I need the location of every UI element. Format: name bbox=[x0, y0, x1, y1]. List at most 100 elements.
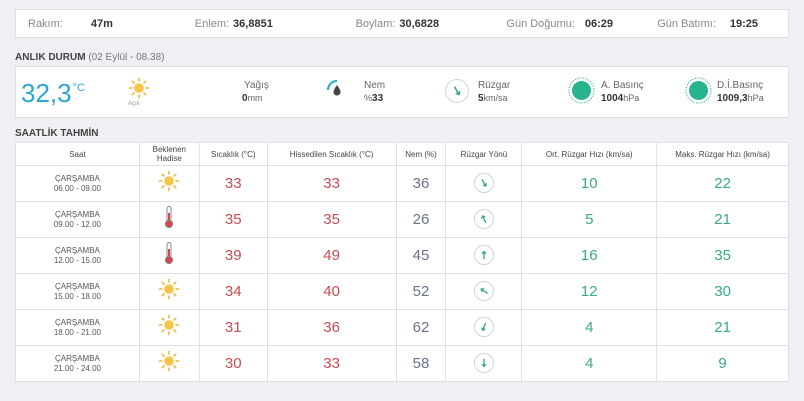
time-cell: ÇARŞAMBA 06.00 - 09.00 bbox=[15, 165, 140, 202]
wind-arrow-icon bbox=[473, 245, 494, 265]
row-avg-wind: 10 bbox=[521, 165, 658, 202]
wind-direction-cell bbox=[445, 345, 523, 382]
wind-arrow-icon bbox=[473, 353, 494, 373]
row-max-wind: 30 bbox=[656, 273, 789, 310]
row-feels-like: 35 bbox=[266, 201, 397, 238]
temperature-unit: °C bbox=[72, 82, 85, 94]
row-feels-like: 33 bbox=[266, 345, 397, 382]
header-wind-direction: Rüzgar Yönü bbox=[445, 142, 523, 166]
sea-pressure-gauge-icon bbox=[685, 77, 712, 109]
wind-direction-icon bbox=[445, 79, 469, 103]
row-feels-like: 36 bbox=[266, 309, 397, 346]
row-feels-like: 33 bbox=[266, 165, 397, 202]
table-row: ÇARŞAMBA 09.00 - 12.00 35 35 26 5 21 bbox=[15, 201, 789, 238]
row-humidity: 36 bbox=[395, 165, 447, 202]
sun-icon bbox=[158, 278, 180, 300]
rain-unit: mm bbox=[247, 93, 263, 103]
wind: Rüzgar 5km/sa bbox=[478, 79, 510, 105]
wind-arrow-icon bbox=[473, 173, 494, 193]
row-day: ÇARŞAMBA bbox=[54, 173, 100, 183]
row-avg-wind: 4 bbox=[521, 309, 658, 346]
row-humidity: 62 bbox=[395, 309, 447, 346]
row-humidity: 58 bbox=[395, 345, 447, 382]
table-row: ÇARŞAMBA 06.00 - 09.00 33 33 36 10 22 bbox=[15, 165, 789, 202]
latitude: Enlem: 36,8851 bbox=[159, 10, 326, 37]
altitude-label: Rakım: bbox=[28, 17, 63, 30]
row-avg-wind: 5 bbox=[521, 201, 658, 238]
latitude-value: 36,8851 bbox=[233, 17, 273, 30]
row-time: 06.00 - 09.00 bbox=[53, 183, 101, 193]
row-max-wind: 22 bbox=[656, 165, 789, 202]
humidity-drop-icon bbox=[324, 77, 350, 108]
row-time: 15.00 - 18.00 bbox=[53, 291, 101, 301]
row-humidity: 52 bbox=[395, 273, 447, 310]
header-time: Saat bbox=[15, 142, 140, 166]
row-temperature: 34 bbox=[198, 273, 268, 310]
sunrise-label: Gün Doğumu: bbox=[506, 17, 575, 30]
row-max-wind: 21 bbox=[656, 309, 789, 346]
wind-label: Rüzgar bbox=[478, 80, 511, 91]
row-avg-wind: 4 bbox=[521, 345, 658, 382]
row-time: 18.00 - 21.00 bbox=[53, 327, 101, 337]
row-temperature: 33 bbox=[198, 165, 268, 202]
wind-unit: km/sa bbox=[483, 93, 508, 103]
sunrise: Gün Doğumu: 06:29 bbox=[486, 10, 637, 37]
pressure-label: A. Basınç bbox=[601, 80, 644, 91]
pressure: A. Basınç 1004hPa bbox=[601, 79, 644, 105]
row-day: ÇARŞAMBA bbox=[54, 353, 100, 363]
row-day: ÇARŞAMBA bbox=[54, 209, 100, 219]
hourly-section-title: SAATLİK TAHMİN bbox=[15, 128, 99, 139]
altitude: Rakım: 47m bbox=[16, 10, 159, 37]
row-avg-wind: 12 bbox=[521, 273, 658, 310]
wind-direction-cell bbox=[445, 237, 523, 274]
row-time: 12.00 - 15.00 bbox=[53, 255, 101, 265]
sunrise-value: 06:29 bbox=[584, 17, 614, 30]
wind-arrow-icon bbox=[473, 209, 494, 229]
row-max-wind: 35 bbox=[656, 237, 789, 274]
time-cell: ÇARŞAMBA 09.00 - 12.00 bbox=[15, 201, 140, 238]
event-cell bbox=[138, 309, 200, 346]
row-day: ÇARŞAMBA bbox=[54, 317, 100, 327]
row-temperature: 35 bbox=[198, 201, 268, 238]
sky-condition-label: Açık bbox=[128, 101, 140, 107]
current-conditions: 32,3°C Açık Yağış 0mm Nem %33 bbox=[15, 66, 789, 118]
pressure-gauge-icon bbox=[568, 77, 595, 109]
event-cell bbox=[138, 345, 200, 382]
longitude-label: Boylam: bbox=[355, 17, 396, 30]
wind-arrow-icon bbox=[473, 317, 494, 337]
table-header-row: Saat Beklenen Hadise Sıcaklık (°C) Hisse… bbox=[15, 142, 789, 166]
header-temperature: Sıcaklık (°C) bbox=[198, 142, 268, 166]
pressure-unit: hPa bbox=[623, 93, 640, 103]
sea-pressure-value: 1009,3 bbox=[717, 93, 748, 104]
row-humidity: 26 bbox=[395, 201, 447, 238]
location-info-bar: Rakım: 47m Enlem: 36,8851 Boylam: 30,682… bbox=[15, 9, 789, 38]
sun-icon bbox=[158, 170, 180, 192]
row-humidity: 45 bbox=[395, 237, 447, 274]
humidity-prefix: % bbox=[364, 93, 373, 103]
humidity: Nem %33 bbox=[364, 79, 385, 105]
sunset-label: Gün Batımı: bbox=[657, 17, 716, 30]
wind-value: 5 bbox=[478, 93, 484, 104]
thermometer-icon bbox=[163, 205, 175, 229]
sunset: Gün Batımı: 19:25 bbox=[637, 10, 788, 37]
table-row: ÇARŞAMBA 15.00 - 18.00 34 40 52 12 30 bbox=[15, 273, 789, 310]
row-feels-like: 40 bbox=[266, 273, 397, 310]
thermometer-icon bbox=[163, 241, 175, 265]
altitude-value: 47m bbox=[90, 17, 113, 30]
wind-direction-cell bbox=[445, 165, 523, 202]
header-max-wind: Maks. Rüzgar Hızı (km/sa) bbox=[656, 142, 789, 166]
event-cell bbox=[138, 165, 200, 202]
longitude: Boylam: 30,6828 bbox=[326, 10, 487, 37]
time-cell: ÇARŞAMBA 15.00 - 18.00 bbox=[15, 273, 140, 310]
current-title: ANLIK DURUM bbox=[15, 52, 86, 63]
row-time: 09.00 - 12.00 bbox=[53, 219, 101, 229]
row-temperature: 39 bbox=[198, 237, 268, 274]
wind-arrow-icon bbox=[473, 281, 494, 301]
sun-icon bbox=[128, 77, 150, 104]
row-avg-wind: 16 bbox=[521, 237, 658, 274]
header-feels-like: Hissedilen Sıcaklık (°C) bbox=[266, 142, 397, 166]
hourly-forecast-table: Saat Beklenen Hadise Sıcaklık (°C) Hisse… bbox=[15, 142, 789, 382]
rain-label: Yağış bbox=[244, 80, 269, 91]
row-temperature: 30 bbox=[198, 345, 268, 382]
header-humidity: Nem (%) bbox=[395, 142, 447, 166]
